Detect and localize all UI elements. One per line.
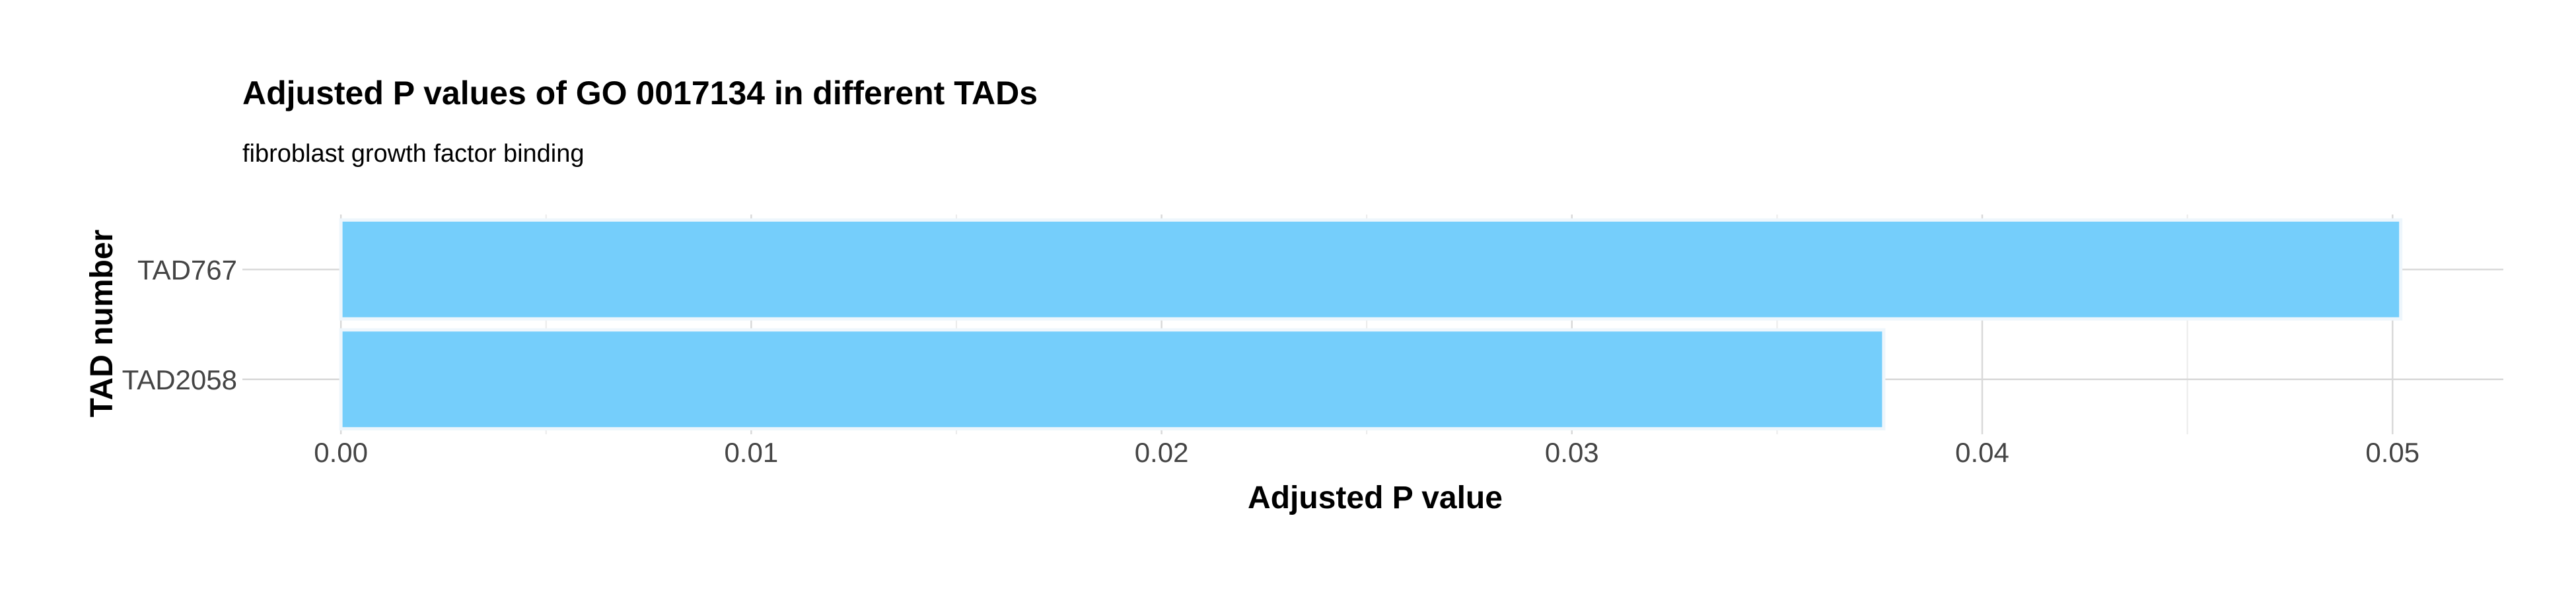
x-axis-title: Adjusted P value xyxy=(1248,480,1503,515)
x-axis-ticks: 0.00 0.01 0.02 0.03 0.04 0.05 xyxy=(314,437,2419,468)
x-tick-label: 0.02 xyxy=(1135,437,1189,468)
bar-tad767 xyxy=(339,218,2403,321)
y-tick-label: TAD767 xyxy=(137,254,237,285)
chart-subtitle: fibroblast growth factor binding xyxy=(242,140,585,168)
x-tick-label: 0.01 xyxy=(724,437,778,468)
x-tick-label: 0.05 xyxy=(2365,437,2419,468)
x-tick-label: 0.00 xyxy=(314,437,368,468)
x-tick-label: 0.04 xyxy=(1955,437,2009,468)
y-tick-label: TAD2058 xyxy=(122,364,237,395)
y-axis-ticks: TAD767 TAD2058 xyxy=(122,254,237,395)
y-axis-title: TAD number xyxy=(85,230,120,417)
x-tick-label: 0.03 xyxy=(1545,437,1599,468)
bars xyxy=(339,218,2403,431)
chart-title: Adjusted P values of GO 0017134 in diffe… xyxy=(242,75,1038,112)
bar-tad2058 xyxy=(339,328,1886,431)
